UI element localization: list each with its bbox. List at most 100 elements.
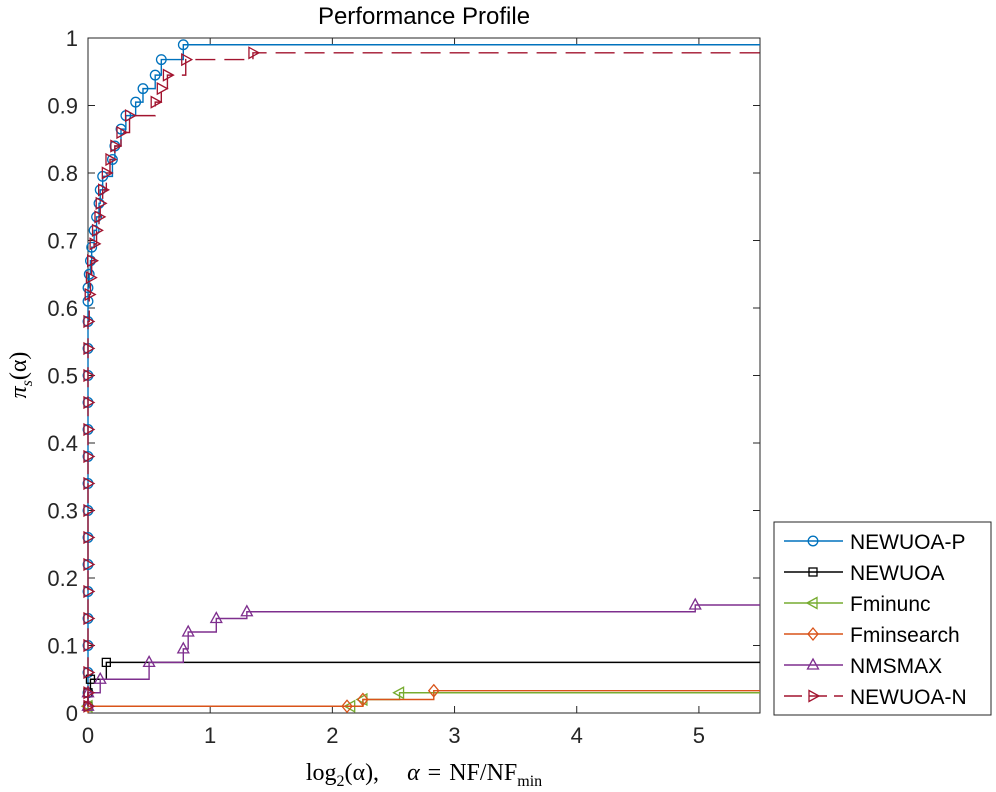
data-point-newuoa-n (83, 638, 96, 653)
data-point-newuoa-p (149, 69, 161, 81)
x-tick-label: 0 (82, 723, 94, 748)
legend-label: Fminunc (850, 593, 931, 616)
data-point-newuoa-n (110, 139, 123, 153)
x-label-slash: / (480, 760, 487, 786)
x-label-log-base: 2 (337, 773, 345, 790)
y-tick-label: 0.1 (47, 634, 78, 659)
legend-label: Fminsearch (850, 624, 960, 647)
data-point-newuoa-n (83, 476, 96, 491)
data-point-newuoa-p (155, 54, 167, 66)
y-label-argument: (α) (6, 352, 32, 381)
data-point-newuoa-p (130, 96, 142, 108)
x-label-numerator: NF (449, 760, 480, 786)
data-point-nmsmax (176, 641, 190, 654)
data-point-newuoa-n (162, 68, 175, 82)
y-axis-label-text: πs(α) (6, 352, 36, 399)
data-point-fminsearch (341, 699, 353, 714)
y-tick-label: 0.2 (47, 566, 78, 591)
y-tick-label: 0.7 (47, 229, 78, 254)
x-tick-label: 4 (571, 723, 583, 748)
data-point-newuoa-p (115, 123, 127, 135)
data-point-newuoa-n (83, 584, 96, 599)
y-tick-label: 1 (66, 26, 78, 51)
data-point-newuoa-n (83, 341, 96, 356)
data-point-newuoa-n (95, 196, 108, 210)
data-point-newuoa-n (150, 95, 163, 109)
data-point-newuoa-p (86, 241, 98, 253)
series-nmsmax (81, 597, 760, 711)
legend-marker (807, 626, 819, 642)
y-label-symbol: π (6, 385, 32, 398)
legend-label: NEWUOA-N (850, 686, 967, 709)
data-point-nmsmax (93, 671, 107, 684)
x-axis-label: log2(α), α = NF/NFmin (306, 760, 542, 790)
data-point-newuoa-n (101, 166, 114, 180)
x-tick-label: 2 (326, 723, 338, 748)
data-point-newuoa-n (94, 210, 107, 224)
x-label-alpha: α (407, 760, 420, 786)
data-point-newuoa-n (83, 665, 96, 680)
x-label-denominator-sub: min (517, 773, 542, 790)
data-point-newuoa-n (83, 699, 96, 713)
x-label-log: log (306, 760, 337, 786)
data-point-newuoa-p (84, 255, 96, 267)
data-point-nmsmax (142, 655, 156, 668)
data-point-fminsearch (427, 683, 440, 698)
data-point-newuoa-n (248, 46, 261, 60)
data-point-newuoa-n (83, 530, 96, 545)
data-point-newuoa-n (83, 503, 96, 518)
y-tick-label: 0 (66, 701, 78, 726)
data-point-newuoa-p (177, 39, 189, 51)
legend-item-nmsmax: NMSMAX (784, 655, 942, 678)
legend-label: NMSMAX (850, 655, 942, 678)
data-point-newuoa-n (91, 223, 104, 237)
x-tick-label: 1 (204, 723, 216, 748)
data-point-newuoa-n (83, 449, 96, 464)
data-point-nmsmax (209, 611, 223, 624)
legend-item-newuoa-p: NEWUOA-P (784, 531, 966, 554)
data-point-newuoa-p (83, 268, 95, 280)
data-point-nmsmax (181, 624, 195, 637)
x-label-log-arg: (α), (345, 760, 380, 786)
data-point-newuoa-p (93, 197, 105, 209)
data-point-newuoa-n (83, 611, 96, 626)
y-tick-label: 0.5 (47, 364, 78, 389)
legend-entries: NEWUOA-P NEWUOA Fminunc Fminsearch NMSMAX NEW… (784, 531, 967, 709)
y-tick-label: 0.8 (47, 161, 78, 186)
data-point-newuoa-n (181, 53, 194, 67)
data-point-newuoa-n (83, 368, 96, 383)
data-point-fminsearch (357, 692, 369, 707)
data-point-newuoa-n (98, 183, 111, 197)
legend-item-fminunc: Fminunc (784, 593, 931, 616)
data-point-newuoa-n (83, 557, 96, 572)
data-point-newuoa-n (83, 395, 96, 410)
data-point-newuoa-n (84, 287, 97, 302)
legend-marker (808, 567, 818, 577)
y-axis-label: πs(α) (6, 352, 36, 399)
data-point-newuoa-n (85, 271, 98, 285)
series-newuoa-n (83, 46, 760, 713)
data-point-newuoa-n (87, 254, 100, 268)
data-point-newuoa-n (83, 686, 96, 700)
data-point-newuoa-n (156, 82, 169, 96)
series-line-fminsearch (88, 690, 760, 707)
legend-marker (808, 689, 821, 703)
series-fminsearch (82, 683, 760, 714)
y-tick-label: 0.4 (47, 431, 78, 456)
data-point-newuoa-p (82, 295, 94, 307)
data-point-newuoa (85, 674, 96, 684)
legend-marker (807, 535, 819, 547)
data-point-newuoa-n (105, 152, 118, 167)
legend: NEWUOA-P NEWUOA Fminunc Fminsearch NMSMAX NEW… (773, 521, 992, 716)
legend-item-fminsearch: Fminsearch (784, 624, 960, 647)
x-tick-label: 5 (693, 723, 705, 748)
axis-ticks: 0 0.1 0.2 0.3 0.4 0.5 0.6 0.7 0.8 0.9 1 0 1 2 3 4 5 (47, 26, 760, 748)
x-label-equals: = (428, 760, 442, 786)
data-point-newuoa-n (83, 314, 96, 329)
legend-box (773, 521, 992, 716)
y-tick-label: 0.6 (47, 296, 78, 321)
data-point-newuoa-n (89, 237, 102, 251)
data-point-newuoa-n (124, 109, 137, 123)
